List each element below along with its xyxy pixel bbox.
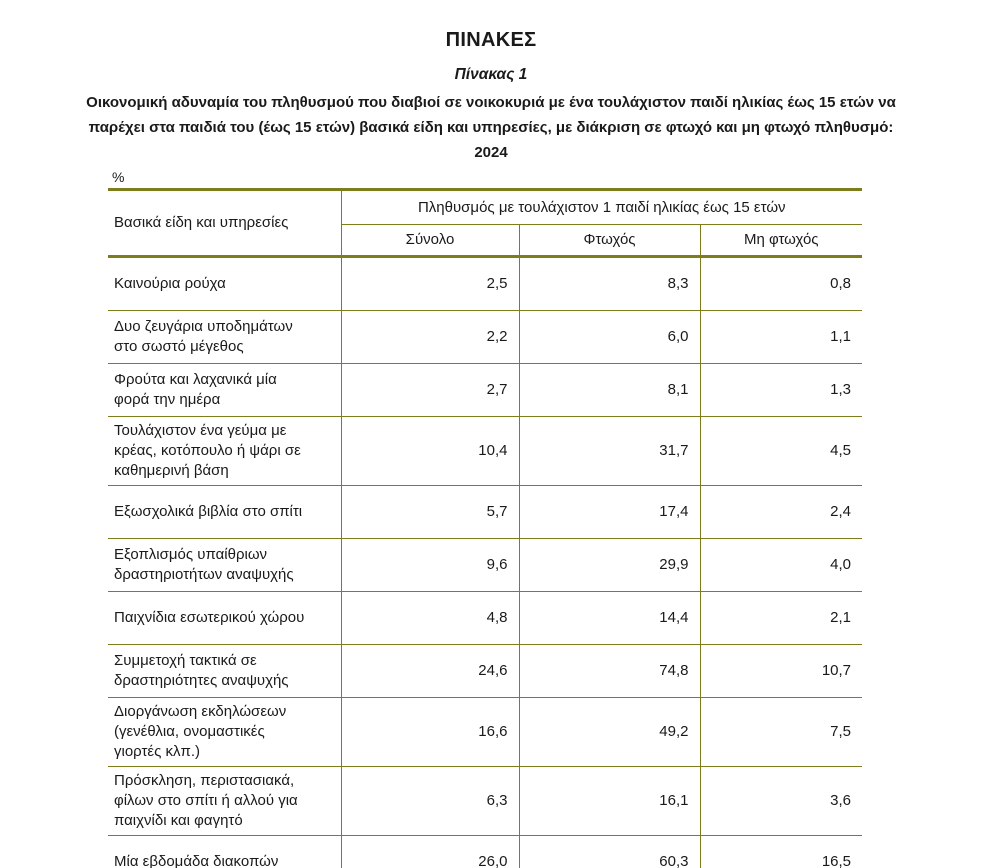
column-header-poor: Φτωχός	[518, 224, 700, 258]
column-header-non-poor: Μη φτωχός	[699, 224, 863, 258]
table-row: Μία εβδομάδα διακοπών 26,0 60,3 16,5	[108, 835, 863, 868]
table-row: Καινούρια ρούχα 2,5 8,3 0,8	[108, 256, 863, 311]
row-label: Εξοπλισμός υπαίθριων δραστηριοτήτων αναψ…	[108, 538, 341, 592]
row-label: Μία εβδομάδα διακοπών	[108, 835, 341, 868]
value-non-poor: 10,7	[699, 644, 863, 698]
value-total: 10,4	[340, 416, 519, 486]
value-poor: 74,8	[518, 644, 700, 698]
table-row: Πρόσκληση, περιστασιακά, φίλων στο σπίτι…	[108, 766, 863, 836]
table-number-label: Πίνακας 1	[454, 66, 528, 83]
value-total: 2,5	[340, 256, 519, 311]
table-row: Φρούτα και λαχανικά μία φορά την ημέρα 2…	[108, 363, 863, 417]
row-label: Πρόσκληση, περιστασιακά, φίλων στο σπίτι…	[108, 766, 341, 836]
table-row: Συμμετοχή τακτικά σε δραστηριότητες αναψ…	[108, 644, 863, 698]
table-row: Διοργάνωση εκδηλώσεων (γενέθλια, ονομαστ…	[108, 697, 863, 767]
row-label: Φρούτα και λαχανικά μία φορά την ημέρα	[108, 363, 341, 417]
table-row: Δυο ζευγάρια υποδημάτων στο σωστό μέγεθο…	[108, 310, 863, 364]
value-poor: 8,1	[518, 363, 700, 417]
value-total: 6,3	[340, 766, 519, 836]
value-poor: 16,1	[518, 766, 700, 836]
table-title: Οικονομική αδυναμία του πληθυσμού που δι…	[86, 94, 896, 161]
table-row: Εξοπλισμός υπαίθριων δραστηριοτήτων αναψ…	[108, 538, 863, 592]
statistics-table: Βασικά είδη και υπηρεσίες Πληθυσμός με τ…	[108, 188, 863, 868]
table-header: Βασικά είδη και υπηρεσίες Πληθυσμός με τ…	[108, 189, 863, 258]
table-row: Τουλάχιστον ένα γεύμα με κρέας, κοτόπουλ…	[108, 416, 863, 486]
group-header-cell: Πληθυσμός με τουλάχιστον 1 παιδί ηλικίας…	[340, 189, 863, 225]
value-total: 24,6	[340, 644, 519, 698]
value-non-poor: 2,4	[699, 485, 863, 539]
column-header-total: Σύνολο	[340, 224, 519, 258]
row-header-cell: Βασικά είδη και υπηρεσίες	[108, 189, 341, 258]
row-label: Δυο ζευγάρια υποδημάτων στο σωστό μέγεθο…	[108, 310, 341, 364]
value-non-poor: 4,5	[699, 416, 863, 486]
table-body: Καινούρια ρούχα 2,5 8,3 0,8 Δυο ζευγάρια…	[108, 256, 863, 868]
value-total: 9,6	[340, 538, 519, 592]
value-total: 26,0	[340, 835, 519, 868]
value-poor: 49,2	[518, 697, 700, 767]
value-non-poor: 1,3	[699, 363, 863, 417]
value-non-poor: 4,0	[699, 538, 863, 592]
value-poor: 14,4	[518, 591, 700, 645]
value-non-poor: 0,8	[699, 256, 863, 311]
unit-percent-label: %	[112, 169, 125, 185]
value-poor: 60,3	[518, 835, 700, 868]
value-non-poor: 16,5	[699, 835, 863, 868]
row-label: Συμμετοχή τακτικά σε δραστηριότητες αναψ…	[108, 644, 341, 698]
row-label: Εξωσχολικά βιβλία στο σπίτι	[108, 485, 341, 539]
value-total: 5,7	[340, 485, 519, 539]
value-non-poor: 7,5	[699, 697, 863, 767]
value-total: 16,6	[340, 697, 519, 767]
value-poor: 29,9	[518, 538, 700, 592]
page-heading: ΠΙΝΑΚΕΣ	[445, 29, 537, 51]
table-header-group-row: Βασικά είδη και υπηρεσίες Πληθυσμός με τ…	[108, 189, 863, 258]
value-non-poor: 2,1	[699, 591, 863, 645]
row-label: Καινούρια ρούχα	[114, 275, 226, 292]
title-block: ΠΙΝΑΚΕΣ Πίνακας 1 Οικονομική αδυναμία το…	[71, 0, 911, 165]
table-header-sub-row: Σύνολο Φτωχός Μη φτωχός	[108, 224, 863, 258]
row-label: Τουλάχιστον ένα γεύμα με κρέας, κοτόπουλ…	[108, 416, 341, 486]
value-poor: 17,4	[518, 485, 700, 539]
value-total: 4,8	[340, 591, 519, 645]
table-row: Εξωσχολικά βιβλία στο σπίτι 5,7 17,4 2,4	[108, 485, 863, 539]
value-total: 2,7	[340, 363, 519, 417]
row-label: Διοργάνωση εκδηλώσεων (γενέθλια, ονομαστ…	[108, 697, 341, 767]
value-total: 2,2	[340, 310, 519, 364]
value-non-poor: 3,6	[699, 766, 863, 836]
value-poor: 6,0	[518, 310, 700, 364]
table-row: Παιχνίδια εσωτερικού χώρου 4,8 14,4 2,1	[108, 591, 863, 645]
value-poor: 31,7	[518, 416, 700, 486]
value-non-poor: 1,1	[699, 310, 863, 364]
row-label: Παιχνίδια εσωτερικού χώρου	[108, 591, 341, 645]
value-poor: 8,3	[518, 256, 700, 311]
